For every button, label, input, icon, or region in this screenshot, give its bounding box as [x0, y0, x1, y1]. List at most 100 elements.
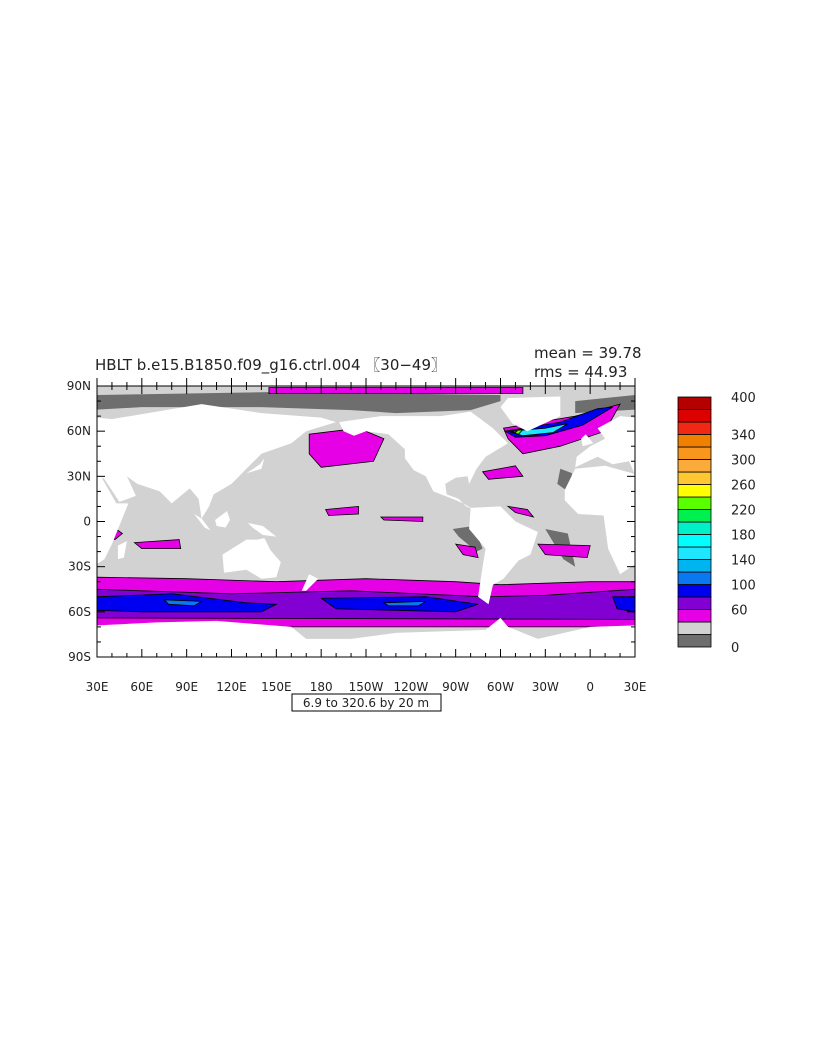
- x-tick-labels: 30E 60E 90E 120E 150E 180 150W 120W 90W 60W 30W 0 30…: [86, 680, 647, 694]
- colorbar-label: 340: [731, 429, 756, 444]
- land-africa: [97, 473, 129, 565]
- contour-fill-blob: [324, 505, 359, 516]
- contour-fill-blob: [454, 543, 479, 559]
- contour-fill-north-pacific: [308, 427, 385, 468]
- x-tick-label: 0: [586, 680, 594, 694]
- y-tick-label: 60N: [67, 424, 91, 438]
- land-new-guinea: [786, 523, 814, 537]
- colorbar: 400 340 300 260 220 180 140 100 60 0: [677, 391, 756, 656]
- land-north-america: [339, 411, 508, 510]
- contour-fill-blob: [0, 544, 52, 558]
- x-tick-label: 90E: [175, 680, 198, 694]
- land-eurasia: [575, 416, 635, 475]
- colorbar-label: 220: [731, 504, 756, 519]
- colorbar-label: 180: [731, 529, 756, 544]
- x-tick-label: 60W: [487, 680, 514, 694]
- x-tick-label: 150E: [261, 680, 292, 694]
- colorbar-label: 400: [731, 391, 756, 406]
- colorbar-box: [677, 471, 712, 485]
- contour-fill-southern-100: [612, 596, 635, 613]
- colorbar-box: [677, 609, 712, 623]
- colorbar-box: [677, 446, 712, 460]
- land-madagascar: [117, 541, 127, 560]
- colorbar-box: [677, 546, 712, 560]
- colorbar-label: 60: [731, 604, 748, 619]
- x-tick-label: 120W: [393, 680, 428, 694]
- contour-fill-arctic: [807, 388, 818, 394]
- colorbar-box: [677, 571, 712, 585]
- x-tick-label: 30E: [624, 680, 647, 694]
- colorbar-box: [677, 509, 712, 523]
- contour-fill-southern-120: [163, 599, 203, 607]
- land-africa: [564, 465, 635, 575]
- contour-fill-canary: [19, 469, 34, 492]
- chart-title: HBLT b.e15.B1850.f09_g16.ctrl.004 〖30−49…: [95, 356, 446, 375]
- colorbar-box: [677, 634, 712, 648]
- land-japan: [784, 458, 802, 473]
- x-tick-label: 120E: [216, 680, 247, 694]
- contour-info-box: [291, 693, 442, 712]
- land-australia: [222, 538, 281, 579]
- x-tick-label: 180: [310, 680, 333, 694]
- y-tick-label: 0: [83, 515, 91, 529]
- x-tick-label: 30E: [86, 680, 109, 694]
- land-greenland: [0, 397, 22, 432]
- contour-fill-blob: [379, 516, 424, 522]
- colorbar-box: [677, 459, 712, 473]
- y-tick-labels: 90N 60N 30N 0 30S 60S 90S: [67, 379, 91, 664]
- contour-fill-north-atlantic-300: [510, 430, 518, 434]
- y-tick-label: 30N: [67, 469, 91, 483]
- land-uk: [581, 434, 594, 447]
- colorbar-label: 260: [731, 479, 756, 494]
- contour-fill-southern-120: [382, 600, 427, 607]
- contour-fill-arctic-shelf: [97, 392, 501, 414]
- colorbar-box: [677, 496, 712, 510]
- land-antarctica: [97, 617, 635, 657]
- axis-ticks: [96, 378, 636, 658]
- colorbar-box: [677, 534, 712, 548]
- colorbar-box: [677, 559, 712, 573]
- land-uk: [43, 434, 55, 446]
- contour-fill-north-atlantic-100: [0, 407, 75, 437]
- land-eurasia: [97, 404, 337, 519]
- contour-fill-southern-60: [97, 581, 98, 628]
- land-south-america: [469, 506, 538, 605]
- colorbar-box: [677, 484, 712, 498]
- land-antarctica: [635, 618, 818, 657]
- colorbar-box: [677, 621, 712, 635]
- land-japan: [246, 458, 265, 474]
- colorbar-label: 140: [731, 554, 756, 569]
- contour-fill-arctic: [268, 387, 524, 394]
- y-tick-label: 60S: [68, 605, 91, 619]
- contour-fill-blob: [133, 539, 182, 549]
- land-new-guinea: [247, 523, 277, 537]
- contour-fill-north-atlantic-160: [0, 424, 30, 436]
- contour-info: 6.9 to 320.6 by 20 m: [303, 696, 429, 710]
- contour-fill-southern-80: [634, 588, 635, 619]
- contour-fill-southern-60: [634, 576, 635, 628]
- land-borneo: [215, 511, 230, 528]
- y-tick-label: 90N: [67, 379, 91, 393]
- contour-fill-southern-100: [634, 596, 635, 611]
- map-plot-area: [0, 386, 818, 657]
- colorbar-box: [677, 521, 712, 535]
- x-tick-label: 90W: [442, 680, 469, 694]
- land-sumatra: [194, 514, 211, 531]
- x-tick-label: 150W: [349, 680, 384, 694]
- colorbar-label: 300: [731, 454, 756, 469]
- y-tick-label: 30S: [68, 560, 91, 574]
- colorbar-label: 0: [731, 641, 739, 656]
- colorbar-box: [677, 434, 712, 448]
- colorbar-box: [677, 584, 712, 598]
- contour-fill-arctic-shelf: [575, 395, 635, 414]
- colorbar-box: [677, 596, 712, 610]
- contour-fill-north-atlantic-160: [507, 423, 569, 437]
- land-greenland: [500, 396, 561, 432]
- land-new-zealand: [301, 574, 319, 591]
- mean-label: mean = 39.78: [534, 344, 642, 362]
- contour-fill-blob: [481, 465, 524, 480]
- contour-fill-blob: [506, 505, 535, 518]
- x-tick-label: 30W: [532, 680, 559, 694]
- land-madagascar: [656, 541, 665, 559]
